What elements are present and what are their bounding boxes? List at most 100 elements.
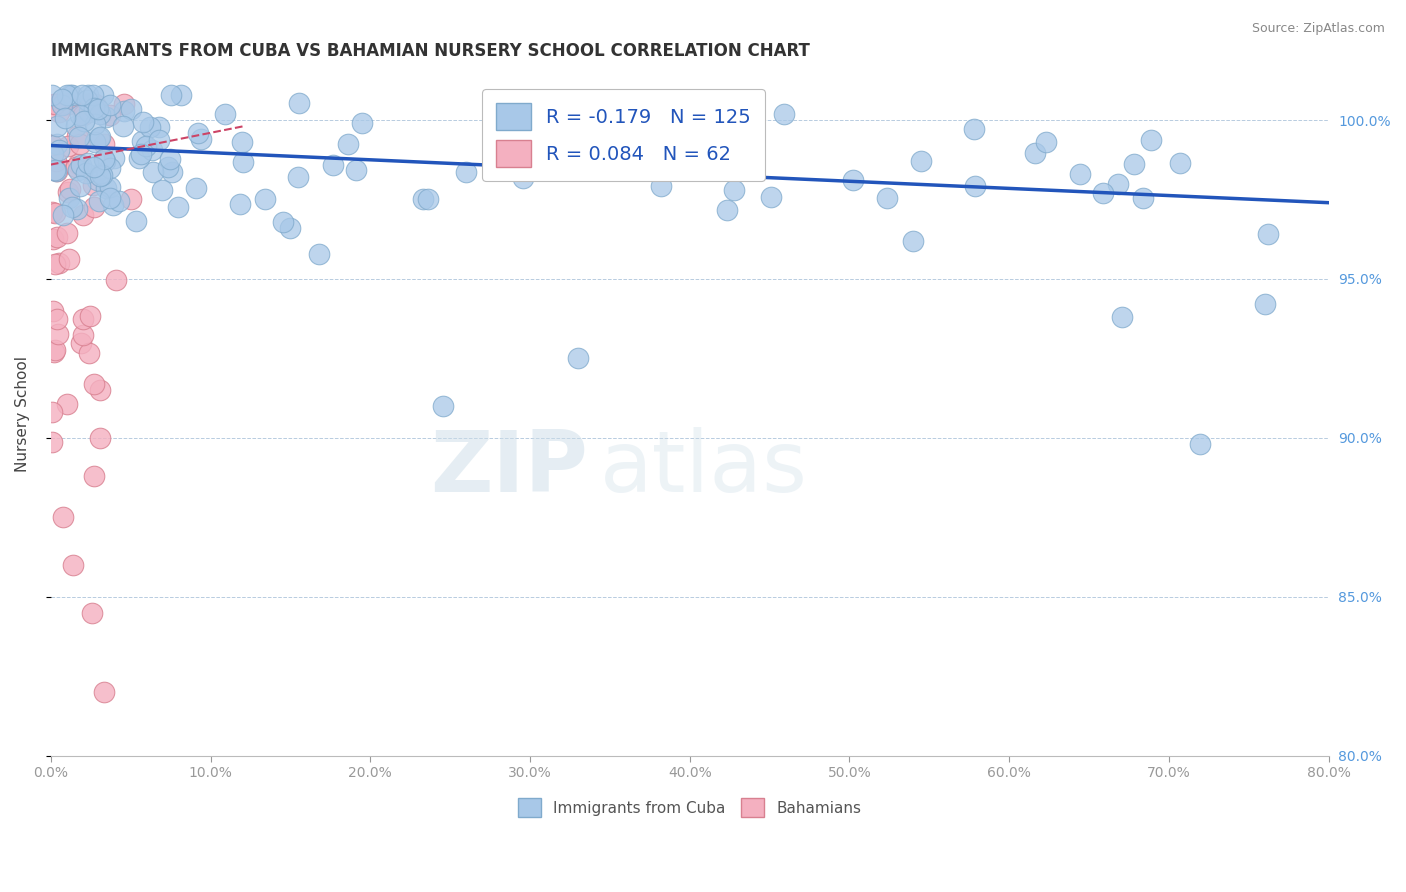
- Point: [278, 220, 301, 235]
- Point: [83, 160, 105, 174]
- Point: [69, 136, 91, 151]
- Point: [41, 205, 63, 219]
- Point: [83, 200, 105, 214]
- Point: [141, 143, 163, 157]
- Point: [214, 107, 236, 121]
- Point: [167, 200, 190, 214]
- Point: [76, 155, 98, 169]
- Point: [131, 115, 153, 129]
- Point: [55, 97, 77, 112]
- Point: [42, 147, 65, 161]
- Point: [82, 87, 104, 102]
- Point: [79, 97, 101, 112]
- Point: [1035, 136, 1057, 150]
- Point: [93, 685, 115, 699]
- Point: [76, 93, 98, 107]
- Point: [72, 208, 94, 222]
- Point: [93, 137, 115, 152]
- Point: [344, 163, 367, 178]
- Point: [66, 128, 89, 143]
- Point: [135, 138, 157, 153]
- Point: [49, 97, 72, 112]
- Point: [77, 104, 100, 119]
- Point: [322, 158, 344, 172]
- Point: [73, 113, 96, 128]
- Point: [160, 87, 183, 102]
- Point: [98, 179, 121, 194]
- Point: [1107, 177, 1129, 191]
- Point: [1188, 437, 1211, 451]
- Point: [1111, 310, 1133, 324]
- Point: [105, 272, 128, 286]
- Point: [716, 203, 738, 218]
- Point: [90, 169, 112, 183]
- Point: [51, 97, 73, 112]
- Point: [337, 137, 360, 152]
- Point: [287, 169, 309, 184]
- Point: [46, 326, 69, 341]
- Point: [456, 165, 478, 179]
- Point: [129, 146, 152, 161]
- Point: [82, 606, 104, 620]
- Point: [45, 97, 67, 112]
- Point: [60, 200, 83, 214]
- Point: [83, 469, 105, 483]
- Point: [75, 166, 97, 180]
- Point: [308, 247, 330, 261]
- Point: [70, 158, 93, 172]
- Point: [42, 97, 65, 112]
- Legend: Immigrants from Cuba, Bahamians: Immigrants from Cuba, Bahamians: [512, 792, 868, 823]
- Point: [83, 376, 105, 391]
- Text: atlas: atlas: [600, 427, 808, 510]
- Text: ZIP: ZIP: [430, 427, 588, 510]
- Point: [1132, 191, 1154, 205]
- Point: [62, 558, 84, 572]
- Point: [271, 215, 294, 229]
- Point: [120, 102, 142, 116]
- Point: [93, 154, 115, 169]
- Point: [89, 431, 111, 445]
- Point: [150, 183, 173, 197]
- Point: [65, 160, 87, 174]
- Point: [876, 190, 898, 204]
- Point: [72, 328, 94, 343]
- Point: [120, 193, 142, 207]
- Point: [1168, 156, 1191, 170]
- Point: [89, 107, 111, 121]
- Point: [58, 97, 80, 112]
- Point: [723, 183, 745, 197]
- Point: [69, 108, 91, 122]
- Point: [41, 405, 63, 419]
- Point: [45, 164, 67, 178]
- Point: [58, 252, 80, 267]
- Point: [59, 182, 82, 196]
- Point: [229, 197, 252, 211]
- Text: Source: ZipAtlas.com: Source: ZipAtlas.com: [1251, 22, 1385, 36]
- Point: [44, 257, 66, 271]
- Point: [1123, 157, 1146, 171]
- Point: [903, 234, 925, 248]
- Point: [41, 137, 63, 152]
- Point: [48, 256, 70, 270]
- Point: [128, 151, 150, 165]
- Point: [98, 98, 121, 112]
- Point: [77, 97, 100, 112]
- Point: [186, 181, 208, 195]
- Point: [83, 97, 105, 112]
- Point: [46, 311, 69, 326]
- Point: [963, 122, 986, 136]
- Point: [89, 383, 111, 397]
- Point: [96, 110, 118, 124]
- Point: [55, 97, 77, 112]
- Point: [53, 112, 76, 126]
- Point: [70, 87, 93, 102]
- Point: [148, 133, 170, 147]
- Point: [86, 172, 108, 186]
- Point: [138, 120, 160, 134]
- Point: [84, 117, 107, 131]
- Point: [1024, 146, 1046, 161]
- Point: [69, 179, 91, 194]
- Point: [910, 154, 932, 169]
- Point: [87, 130, 110, 145]
- Text: IMMIGRANTS FROM CUBA VS BAHAMIAN NURSERY SCHOOL CORRELATION CHART: IMMIGRANTS FROM CUBA VS BAHAMIAN NURSERY…: [51, 42, 810, 60]
